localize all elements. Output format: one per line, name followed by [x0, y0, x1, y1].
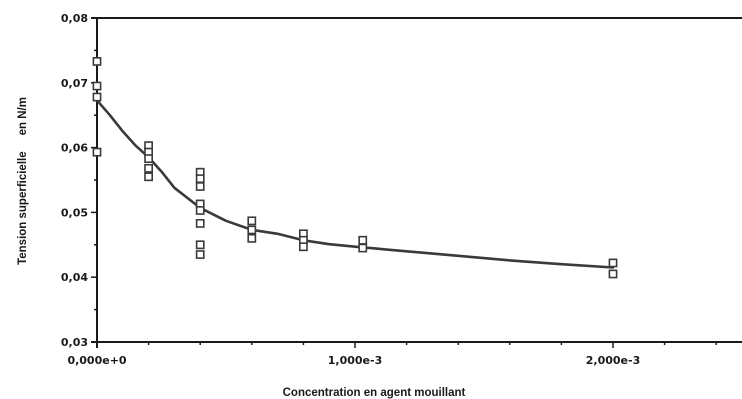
data-point-marker [195, 182, 205, 191]
y-tick-label: 0,07 [61, 77, 88, 90]
data-point-marker [144, 172, 153, 182]
data-point-marker [144, 163, 153, 173]
fit-line-layer [95, 99, 615, 269]
data-point-marker [608, 258, 618, 268]
data-point-marker [92, 57, 102, 66]
fit-curve [95, 99, 615, 269]
data-point-marker [195, 206, 205, 215]
y-tick-label: 0,08 [61, 12, 88, 25]
y-tick-label: 0,04 [61, 271, 88, 284]
data-point-marker [247, 233, 257, 243]
y-tick-label: 0,05 [61, 206, 88, 219]
data-point-marker [195, 240, 205, 250]
data-point-marker [247, 225, 257, 235]
chart-ticks [91, 17, 717, 348]
data-point-marker [92, 92, 102, 102]
data-point-marker [195, 219, 205, 228]
x-tick-label: 2,000e-3 [586, 354, 640, 367]
tick-labels: 0,03 0,04 0,05 0,06 0,07 0,08 0,000e+0 1,000e-3… [61, 12, 640, 367]
y-axis-title: Tension superficielle en N/m [17, 97, 29, 265]
data-point-marker [195, 174, 205, 184]
data-point-marker [247, 216, 257, 226]
chart-axes [91, 17, 742, 348]
data-point-marker [298, 242, 308, 252]
data-point-marker [608, 269, 618, 279]
y-tick-label: 0,06 [61, 142, 88, 155]
data-point-marker [92, 147, 102, 157]
data-point-marker [358, 235, 368, 245]
y-tick-label: 0,03 [61, 336, 88, 349]
data-point-marker [195, 250, 205, 259]
data-point-marker [358, 243, 368, 253]
x-tick-label: 0,000e+0 [67, 354, 126, 367]
x-axis-title: Concentration en agent mouillant [283, 387, 466, 399]
data-point-marker [92, 81, 102, 91]
data-point-marker [144, 154, 153, 164]
x-tick-label: 1,000e-3 [328, 354, 382, 367]
marker-layer [92, 57, 618, 279]
